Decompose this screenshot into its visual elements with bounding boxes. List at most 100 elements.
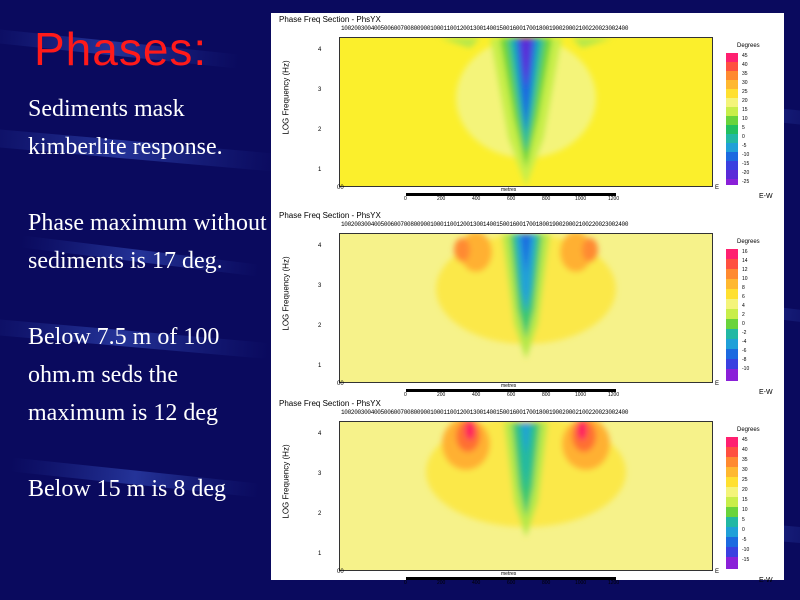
colorbar-label: 2 bbox=[742, 312, 745, 318]
colorbar-label: 15 bbox=[742, 107, 748, 113]
bullet-item: Below 15 m is 8 deg bbox=[28, 476, 226, 502]
bullet-item: Phase maximum without sediments is 17 de… bbox=[28, 210, 267, 274]
colorbar-label: 5 bbox=[742, 125, 745, 131]
x-end-label-right: E bbox=[715, 569, 720, 575]
bullet-item: Below 7.5 m of 100 ohm.m seds the maximu… bbox=[28, 324, 220, 426]
scale-tick-label: 0 bbox=[404, 580, 407, 586]
colorbar bbox=[726, 249, 738, 381]
colorbar-label: -25 bbox=[742, 179, 750, 185]
phase-contour-plot bbox=[339, 37, 713, 187]
panel-title: Phase Freq Section - PhsYX bbox=[279, 211, 381, 220]
colorbar bbox=[726, 437, 738, 569]
y-tick-label: 4 bbox=[318, 431, 322, 437]
colorbar-label: -10 bbox=[742, 366, 750, 372]
colorbar-label: 40 bbox=[742, 447, 748, 453]
scale-tick-label: 600 bbox=[507, 196, 516, 202]
colorbar-label: 12 bbox=[742, 267, 748, 273]
bullet-item: Sediments mask kimberlite response. bbox=[28, 96, 223, 160]
scale-tick-label: 1000 bbox=[575, 392, 587, 398]
colorbar-label: 20 bbox=[742, 487, 748, 493]
colorbar-label: 25 bbox=[742, 477, 748, 483]
scale-bar bbox=[406, 389, 616, 392]
phase-contour-plot bbox=[339, 421, 713, 571]
colorbar bbox=[726, 53, 738, 185]
phase-section-panel-1: Phase Freq Section - PhsYX 1002003004005… bbox=[271, 13, 784, 203]
colorbar-title: Degrees bbox=[737, 43, 760, 49]
colorbar-label: 45 bbox=[742, 437, 748, 443]
slide-title: Phases: bbox=[34, 23, 208, 75]
scale-tick-label: 1200 bbox=[608, 580, 620, 586]
y-axis-label: LOG Frequency (Hz) bbox=[281, 444, 291, 519]
scale-tick-label: 0 bbox=[404, 392, 407, 398]
y-tick-label: 4 bbox=[318, 47, 322, 53]
scale-tick-label: 600 bbox=[507, 392, 516, 398]
y-tick-label: 1 bbox=[318, 363, 322, 369]
colorbar-label: -5 bbox=[742, 143, 747, 149]
phase-section-panel-2: Phase Freq Section - PhsYX 1002003004005… bbox=[271, 209, 784, 399]
station-labels: 1002003004005006007008009001000110012001… bbox=[341, 221, 629, 228]
scale-tick-label: 400 bbox=[472, 196, 481, 202]
y-axis-label: LOG Frequency (Hz) bbox=[281, 60, 291, 135]
y-axis-label: LOG Frequency (Hz) bbox=[281, 256, 291, 331]
station-labels: 1002003004005006007008009001000110012001… bbox=[341, 25, 629, 32]
colorbar-label: -10 bbox=[742, 152, 750, 158]
scale-bar bbox=[406, 577, 616, 580]
colorbar-label: -6 bbox=[742, 348, 747, 354]
colorbar-label: -20 bbox=[742, 170, 750, 176]
colorbar-label: -15 bbox=[742, 557, 750, 563]
scale-tick-label: 400 bbox=[472, 580, 481, 586]
scale-tick-label: 1200 bbox=[608, 196, 620, 202]
colorbar-label: 40 bbox=[742, 62, 748, 68]
y-tick-label: 3 bbox=[318, 471, 322, 477]
colorbar-label: 0 bbox=[742, 527, 745, 533]
colorbar-label: 45 bbox=[742, 53, 748, 59]
panel-title: Phase Freq Section - PhsYX bbox=[279, 399, 381, 408]
scale-tick-label: 800 bbox=[542, 392, 551, 398]
y-tick-label: 1 bbox=[318, 167, 322, 173]
colorbar-label: 6 bbox=[742, 294, 745, 300]
scale-tick-label: 400 bbox=[472, 392, 481, 398]
colorbar-label: -8 bbox=[742, 357, 747, 363]
x-end-label-left: 00 bbox=[337, 185, 344, 191]
scale-bar-title: metres bbox=[501, 383, 517, 389]
colorbar-label: 10 bbox=[742, 276, 748, 282]
y-tick-label: 2 bbox=[318, 511, 322, 517]
scale-bar bbox=[406, 193, 616, 196]
x-end-label-left: 00 bbox=[337, 569, 344, 575]
scale-tick-label: 200 bbox=[437, 580, 446, 586]
y-tick-label: 3 bbox=[318, 283, 322, 289]
panel-title: Phase Freq Section - PhsYX bbox=[279, 15, 381, 24]
colorbar-label: 5 bbox=[742, 517, 745, 523]
colorbar-label: -15 bbox=[742, 161, 750, 167]
station-labels: 1002003004005006007008009001000110012001… bbox=[341, 409, 629, 416]
scale-tick-label: 1000 bbox=[575, 196, 587, 202]
scale-tick-label: 200 bbox=[437, 196, 446, 202]
scale-tick-label: 800 bbox=[542, 580, 551, 586]
colorbar-label: 30 bbox=[742, 80, 748, 86]
direction-label: E-W bbox=[759, 389, 773, 396]
direction-label: E-W bbox=[759, 193, 773, 200]
x-end-label-left: 00 bbox=[337, 381, 344, 387]
y-tick-label: 2 bbox=[318, 323, 322, 329]
x-end-label-right: E bbox=[715, 185, 720, 191]
colorbar-label: -10 bbox=[742, 547, 750, 553]
y-tick-label: 2 bbox=[318, 127, 322, 133]
colorbar-label: 35 bbox=[742, 457, 748, 463]
colorbar-label: 15 bbox=[742, 497, 748, 503]
scale-tick-label: 200 bbox=[437, 392, 446, 398]
scale-tick-label: 1000 bbox=[575, 580, 587, 586]
scale-tick-label: 600 bbox=[507, 580, 516, 586]
colorbar-label: 35 bbox=[742, 71, 748, 77]
colorbar-title: Degrees bbox=[737, 239, 760, 245]
colorbar-label: 10 bbox=[742, 507, 748, 513]
colorbar-label: 25 bbox=[742, 89, 748, 95]
colorbar-title: Degrees bbox=[737, 427, 760, 433]
direction-label: E-W bbox=[759, 577, 773, 584]
scale-tick-label: 800 bbox=[542, 196, 551, 202]
colorbar-label: 14 bbox=[742, 258, 748, 264]
scale-tick-label: 0 bbox=[404, 196, 407, 202]
scale-bar-title: metres bbox=[501, 187, 517, 193]
phase-contour-plot bbox=[339, 233, 713, 383]
colorbar-label: 20 bbox=[742, 98, 748, 104]
y-tick-label: 1 bbox=[318, 551, 322, 557]
